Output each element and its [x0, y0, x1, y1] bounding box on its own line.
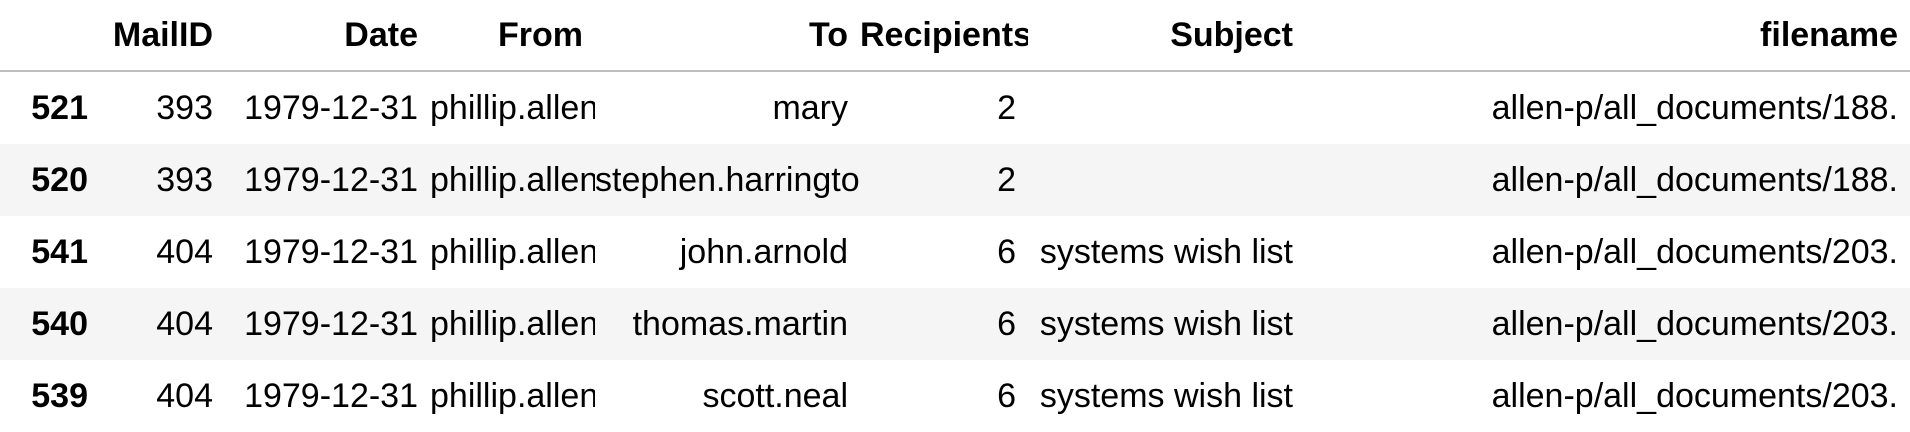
- cell-recipients: 6: [997, 376, 1016, 415]
- row-index: 541: [31, 232, 88, 271]
- column-header-mailid: MailID: [100, 0, 225, 72]
- cell-date: 1979-12-31: [244, 88, 418, 127]
- cell-recipients: 2: [997, 160, 1016, 199]
- table-header: MailID Date From To Recipients Subject f…: [0, 0, 1910, 72]
- cell-to: thomas.martin: [632, 304, 848, 343]
- cell-recipients: 2: [997, 88, 1016, 127]
- cell-from: phillip.allen: [430, 304, 595, 343]
- cell-from: phillip.allen: [430, 232, 595, 271]
- row-index: 539: [31, 376, 88, 415]
- cell-subject: [1028, 71, 1305, 144]
- cell-to: mary: [772, 88, 848, 127]
- cell-filename: allen-p/all_documents/188.: [1491, 160, 1898, 199]
- cell-subject: systems wish list: [1039, 376, 1293, 415]
- row-index: 520: [31, 160, 88, 199]
- table-row: 521 393 1979-12-31 phillip.allen mary 2 …: [0, 71, 1910, 144]
- row-index: 540: [31, 304, 88, 343]
- column-header-date: Date: [225, 0, 430, 72]
- cell-date: 1979-12-31: [244, 304, 418, 343]
- cell-filename: allen-p/all_documents/203.: [1491, 232, 1898, 271]
- cell-subject: [1028, 144, 1305, 216]
- cell-filename: allen-p/all_documents/203.: [1491, 304, 1898, 343]
- cell-date: 1979-12-31: [244, 232, 418, 271]
- column-header-from: From: [430, 0, 595, 72]
- column-header-subject: Subject: [1028, 0, 1305, 72]
- cell-date: 1979-12-31: [244, 160, 418, 199]
- cell-to: stephen.harrington: [595, 160, 860, 199]
- cell-to: john.arnold: [679, 232, 848, 271]
- row-index: 521: [31, 88, 88, 127]
- column-header-filename: filename: [1305, 0, 1910, 72]
- header-row: MailID Date From To Recipients Subject f…: [0, 0, 1910, 72]
- cell-from: phillip.allen: [430, 88, 595, 127]
- column-header-recipients: Recipients: [860, 0, 1028, 72]
- column-header-index: [0, 0, 100, 72]
- cell-mailid: 404: [156, 376, 213, 415]
- column-header-to: To: [595, 0, 860, 72]
- cell-recipients: 6: [997, 232, 1016, 271]
- cell-mailid: 404: [156, 232, 213, 271]
- table-row: 541 404 1979-12-31 phillip.allen john.ar…: [0, 216, 1910, 288]
- cell-mailid: 404: [156, 304, 213, 343]
- cell-date: 1979-12-31: [244, 376, 418, 415]
- cell-from: phillip.allen: [430, 376, 595, 415]
- table-row: 520 393 1979-12-31 phillip.allen stephen…: [0, 144, 1910, 216]
- cell-filename: allen-p/all_documents/203.: [1491, 376, 1898, 415]
- table-body: 521 393 1979-12-31 phillip.allen mary 2 …: [0, 71, 1910, 432]
- cell-recipients: 6: [997, 304, 1016, 343]
- cell-from: phillip.allen: [430, 160, 595, 199]
- table-row: 539 404 1979-12-31 phillip.allen scott.n…: [0, 360, 1910, 432]
- cell-to: scott.neal: [702, 376, 848, 415]
- cell-mailid: 393: [156, 160, 213, 199]
- table-row: 540 404 1979-12-31 phillip.allen thomas.…: [0, 288, 1910, 360]
- cell-mailid: 393: [156, 88, 213, 127]
- cell-filename: allen-p/all_documents/188.: [1491, 88, 1898, 127]
- cell-subject: systems wish list: [1039, 304, 1293, 343]
- cell-subject: systems wish list: [1039, 232, 1293, 271]
